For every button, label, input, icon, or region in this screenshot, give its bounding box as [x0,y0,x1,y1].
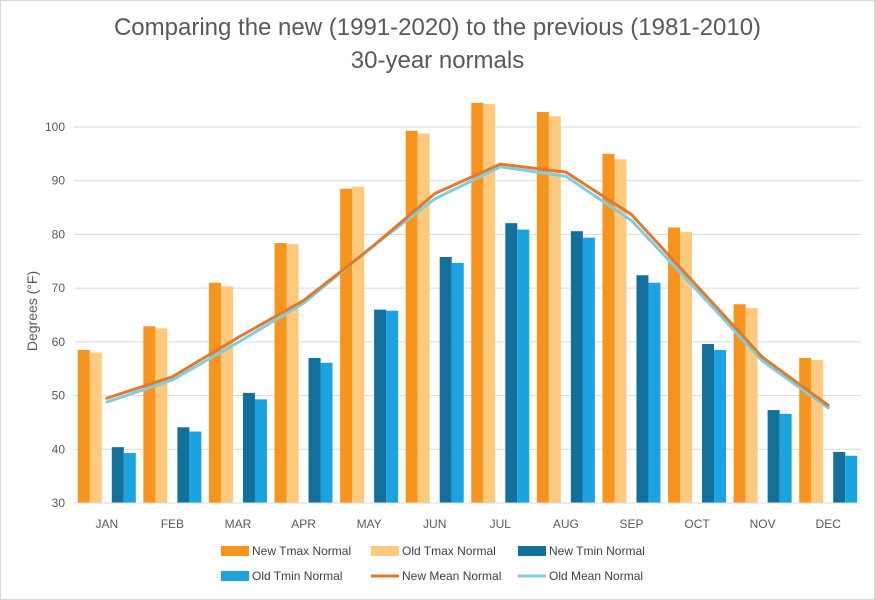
bar-new-tmin-normal-jun [439,256,452,503]
bar-old-tmax-normal-jun [417,133,430,503]
bar-new-tmin-normal-jan [111,447,124,503]
x-tick-label: NOV [750,517,776,531]
bar-new-tmin-normal-oct [702,344,715,503]
bar-new-tmin-normal-dec [833,451,846,503]
y-tick-label: 50 [52,389,66,403]
y-tick-label: 70 [52,281,66,295]
bar-old-tmin-normal-jun [451,262,464,503]
bar-new-tmin-normal-feb [177,427,190,503]
bar-new-tmin-normal-nov [767,410,780,503]
bar-old-tmax-normal-jul [483,103,496,503]
y-tick-label: 80 [52,227,66,241]
x-tick-label: JUL [490,517,512,531]
bar-new-tmax-normal-may [340,188,353,503]
bar-new-tmax-normal-mar [208,282,221,503]
bar-old-tmax-normal-nov [745,308,758,503]
bar-old-tmax-normal-oct [680,231,693,503]
line-new-mean-normal [105,162,830,407]
bar-old-tmax-normal-feb [155,328,168,503]
bar-old-tmin-normal-jul [517,229,530,503]
legend-label-old-tmin-normal: Old Tmin Normal [252,569,342,583]
bar-old-tmin-normal-mar [254,399,267,503]
bar-new-tmin-normal-mar [242,392,255,503]
bar-old-tmax-normal-mar [220,286,233,503]
x-tick-label: MAR [225,517,252,531]
x-tick-label: MAY [357,517,382,531]
chart-title: Comparing the new (1991-2020) to the pre… [113,14,762,41]
x-tick-label: APR [291,517,316,531]
y-tick-label: 30 [52,496,66,510]
legend-swatch-old-tmin-normal [221,571,249,581]
bar-new-tmin-normal-aug [570,231,583,503]
y-tick-label: 60 [52,335,66,349]
x-tick-label: OCT [684,517,710,531]
legend-label-new-tmin-normal: New Tmin Normal [549,544,645,558]
bar-old-tmax-normal-jan [89,352,102,503]
x-tick-label: AUG [553,517,579,531]
bar-new-tmax-normal-jul [471,102,484,503]
bar-old-tmin-normal-jan [123,453,136,503]
bar-old-tmin-normal-feb [189,431,202,503]
x-tick-label: JUN [423,517,446,531]
bar-old-tmin-normal-apr [320,362,333,503]
y-tick-label: 90 [52,174,66,188]
bar-old-tmax-normal-apr [286,244,299,503]
chart-subtitle: 30-year normals [350,47,525,74]
y-axis-title: Degrees (°F) [24,271,40,351]
legend-swatch-new-tmin-normal [518,546,546,556]
bar-new-tmax-normal-dec [799,357,812,503]
bar-new-tmin-normal-apr [308,357,321,503]
legend-swatch-new-tmax-normal [221,546,249,556]
legend-label-new-tmax-normal: New Tmax Normal [252,544,351,558]
bar-old-tmax-normal-dec [811,360,824,503]
legend-label-new-mean-normal: New Mean Normal [402,569,501,583]
x-tick-label: SEP [619,517,643,531]
bar-new-tmax-normal-apr [274,243,287,503]
bar-old-tmax-normal-may [352,186,365,503]
x-tick-label: DEC [816,517,842,531]
x-tick-label: FEB [161,517,184,531]
bar-old-tmin-normal-aug [582,237,595,503]
line-old-mean-normal [105,165,830,410]
bar-new-tmax-normal-sep [602,153,615,503]
bar-new-tmax-normal-feb [143,326,156,503]
bar-new-tmin-normal-jul [505,223,518,504]
bar-new-tmin-normal-may [374,309,387,503]
bar-new-tmax-normal-nov [733,304,746,503]
y-tick-label: 100 [45,120,65,134]
bar-old-tmin-normal-nov [779,413,792,503]
bar-old-tmin-normal-sep [648,282,661,503]
bar-new-tmax-normal-oct [668,227,681,503]
bar-old-tmin-normal-oct [714,349,727,503]
y-tick-label: 40 [52,442,66,456]
bar-new-tmax-normal-jun [405,130,418,503]
bar-old-tmin-normal-dec [845,455,858,503]
bar-new-tmin-normal-sep [636,275,649,503]
legend-swatch-old-tmax-normal [371,546,399,556]
bar-new-tmax-normal-aug [536,111,549,504]
bar-old-tmin-normal-may [386,310,399,503]
bar-old-tmax-normal-sep [614,159,627,503]
legend-label-old-tmax-normal: Old Tmax Normal [402,544,496,558]
bar-old-tmax-normal-aug [548,116,561,503]
x-tick-label: JAN [95,517,118,531]
bar-new-tmax-normal-jan [77,349,90,503]
legend-label-old-mean-normal: Old Mean Normal [549,569,643,583]
